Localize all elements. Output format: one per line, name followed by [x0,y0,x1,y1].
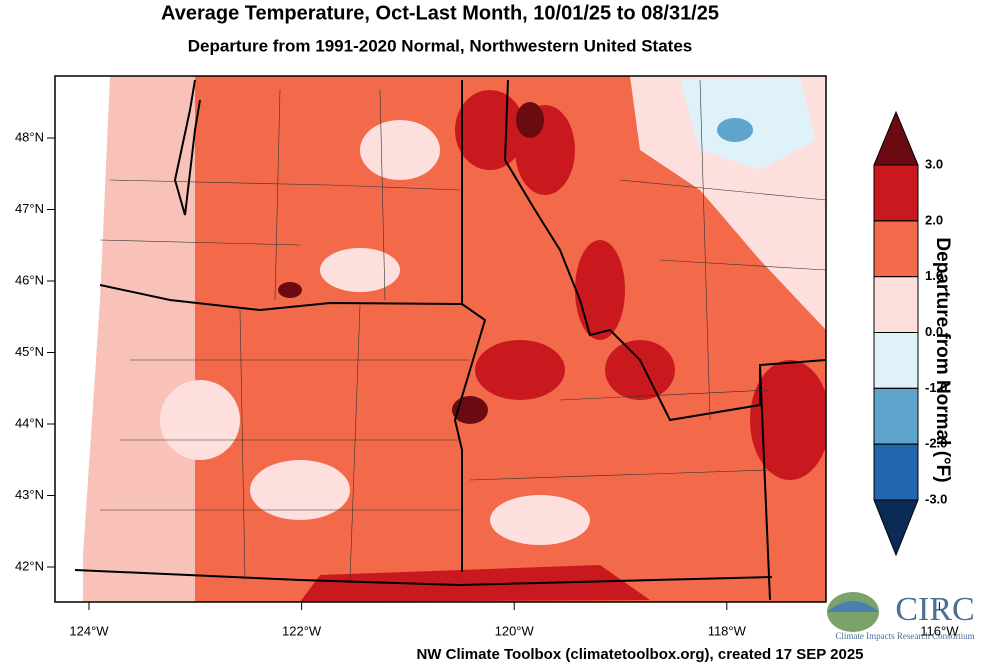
colorbar-tick-label: 2.0 [925,212,943,227]
colorbar-tick-label: 3.0 [925,156,943,171]
x-tick-label: 120°W [495,623,535,638]
x-tick-label: 124°W [69,623,109,638]
logo-subtitle: Climate Impacts Research Consortium [835,631,974,641]
map-field [55,76,826,602]
colorbar-bin [873,387,919,445]
county-borders [99,79,827,581]
colorbar-title: Departure from Normal (°F) [932,237,953,482]
colorbar-bin [873,443,919,501]
colorbar-over [873,110,919,166]
y-tick-label: 46°N [15,272,44,287]
x-tick-label: 118°W [708,623,747,638]
colorbar-bin [873,164,919,222]
logo-icon-sky [827,601,879,612]
colorbar-under [873,499,919,557]
x-tick-label: 116°W [920,623,959,638]
y-tick-label: 48°N [15,129,44,144]
y-tick-label: 45°N [15,344,44,359]
logo-name: CIRC [895,591,974,628]
y-tick-label: 42°N [15,558,44,573]
x-tick-label: 122°W [282,623,322,638]
subtitle: Departure from 1991-2020 Normal, Northwe… [188,36,693,55]
colorbar-tick-label: -3.0 [925,491,947,506]
colorbar-bin [873,220,919,278]
map-frame [54,75,827,603]
colorbar-tick-label: -2.0 [925,436,947,451]
y-tick-label: 44°N [15,415,44,430]
colorbar-tick-label: -1.0 [925,380,947,395]
colorbar-bin [873,332,919,389]
colorbar-tick-label: 1.0 [925,268,943,283]
state-borders [74,79,827,601]
y-tick-label: 43°N [15,487,44,502]
colorbar-tick-label: 0.0 [925,324,943,339]
footer: NW Climate Toolbox (climatetoolbox.org),… [416,646,863,663]
logo: CIRC Climate Impacts Research Consortium [827,591,975,641]
y-tick-label: 47°N [15,201,44,216]
title: Average Temperature, Oct-Last Month, 10/… [161,2,719,24]
colorbar-bin [873,276,919,333]
